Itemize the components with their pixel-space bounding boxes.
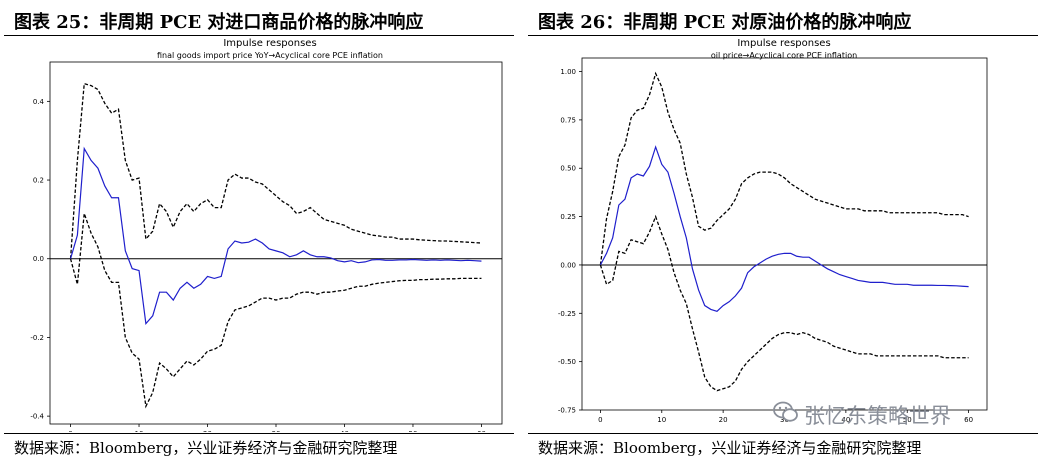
upper-series-line	[69, 82, 482, 259]
y-tick-label: -0.50	[558, 358, 576, 366]
y-tick-label: 0.4	[33, 98, 45, 106]
x-tick-label: 30	[272, 430, 281, 432]
x-tick-label: 60	[964, 416, 973, 424]
x-tick-label: 30	[780, 416, 789, 424]
source-rule	[4, 433, 514, 434]
response-series-line	[69, 146, 482, 326]
y-tick-label: 0.0	[33, 255, 44, 263]
y-tick-label: -0.4	[30, 413, 44, 421]
source-note: 数据来源：Bloomberg，兴业证券经济与金融研究院整理	[14, 439, 398, 457]
watermark-text: 张忆东策略世界	[804, 404, 951, 428]
source-rule	[528, 433, 1038, 434]
y-tick-label: -0.2	[30, 334, 44, 342]
y-tick-label: 0.75	[560, 116, 576, 124]
x-tick-label: 60	[477, 430, 486, 432]
figure-title: 图表 26：非周期 PCE 对原油价格的脉冲响应	[538, 12, 912, 33]
figure-26: 图表 26：非周期 PCE 对原油价格的脉冲响应 Impulse respons…	[524, 0, 1038, 459]
x-tick-label: 10	[657, 416, 666, 424]
title-rule	[528, 35, 1038, 36]
x-tick-label: 0	[598, 416, 602, 424]
y-tick-label: 0.2	[33, 177, 44, 185]
upper-series-line	[599, 71, 969, 266]
impulse-chart-oil-price: Impulse responses oil price→Acyclical cor…	[558, 38, 988, 424]
x-tick-label: 40	[841, 416, 850, 424]
y-tick-label: 0.00	[560, 261, 576, 269]
impulse-chart-import-price: Impulse responses final goods import pric…	[30, 38, 503, 432]
x-tick-label: 0	[68, 430, 72, 432]
y-tick-label: -0.75	[558, 407, 576, 415]
chart-title: Impulse responses	[737, 38, 830, 49]
x-tick-label: 50	[903, 416, 912, 424]
x-tick-label: 20	[719, 416, 728, 424]
chart-title: Impulse responses	[223, 38, 316, 49]
plot-frame	[49, 61, 503, 425]
chart-subtitle: final goods import price YoY→Acyclical c…	[157, 51, 383, 60]
figure-25: 图表 25：非周期 PCE 对进口商品价格的脉冲响应 Impulse respo…	[0, 0, 514, 459]
lower-series-line	[599, 214, 969, 392]
source-note: 数据来源：Bloomberg，兴业证券经济与金融研究院整理	[538, 439, 922, 457]
x-tick-label: 10	[135, 430, 144, 432]
lower-series-line	[69, 213, 482, 409]
x-tick-label: 40	[340, 430, 349, 432]
y-tick-label: -0.25	[558, 310, 576, 318]
y-tick-label: 1.00	[560, 68, 576, 76]
chart-subtitle: oil price→Acyclical core PCE inflation	[711, 51, 857, 60]
response-series-line	[599, 145, 969, 313]
x-tick-label: 50	[409, 430, 418, 432]
x-tick-label: 20	[203, 430, 212, 432]
y-tick-label: 0.25	[560, 213, 576, 221]
y-tick-label: 0.50	[560, 165, 576, 173]
title-rule	[4, 35, 514, 36]
figure-title: 图表 25：非周期 PCE 对进口商品价格的脉冲响应	[14, 12, 424, 33]
plot-frame	[581, 57, 988, 411]
wechat-icon	[773, 401, 798, 422]
